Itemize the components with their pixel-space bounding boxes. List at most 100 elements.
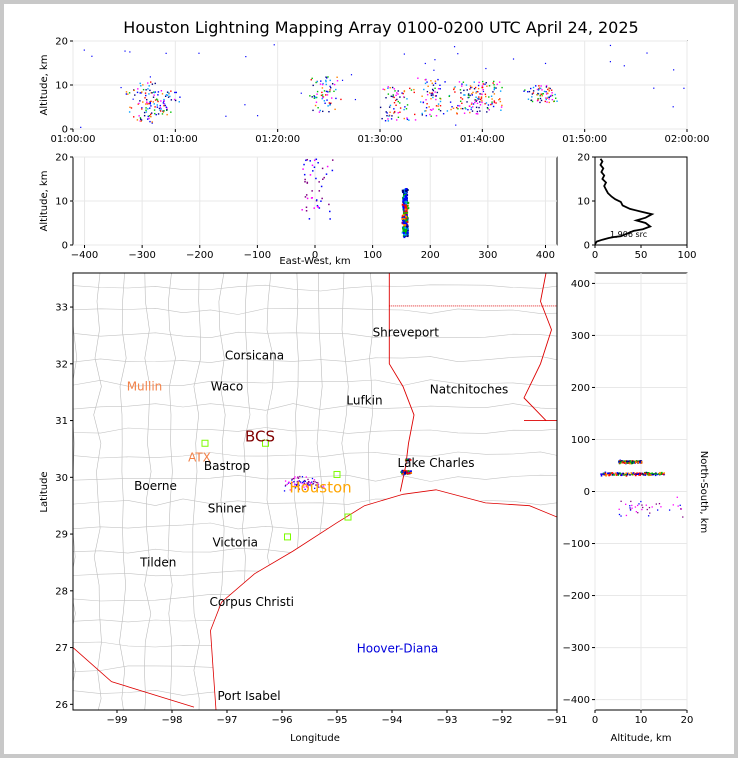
lightning-source: [309, 174, 312, 176]
lightning-source: [153, 94, 155, 96]
lightning-source: [408, 458, 411, 461]
lightning-source: [460, 107, 462, 110]
lightning-source: [407, 470, 410, 472]
lightning-source: [618, 508, 620, 510]
lightning-source: [421, 112, 423, 115]
lightning-source: [450, 108, 452, 111]
lightning-source: [640, 472, 643, 475]
lightning-source: [150, 100, 152, 103]
lightning-source: [312, 84, 314, 87]
lightning-source: [673, 69, 675, 71]
city-label: Victoria: [212, 536, 258, 550]
lightning-source: [403, 117, 405, 120]
lightning-source: [403, 202, 406, 205]
lightning-source: [284, 484, 287, 486]
lightning-source: [654, 474, 657, 477]
lightning-source: [466, 89, 468, 91]
city-labels: Shreveport Corsicana Natchitoches Mullin Wac…: [127, 326, 509, 703]
lightning-source: [633, 473, 636, 475]
lightning-source: [406, 211, 409, 214]
lightning-source: [633, 461, 636, 464]
lightning-source: [147, 82, 149, 84]
lightning-source: [405, 213, 408, 216]
lightning-source: [139, 82, 141, 85]
lightning-source: [545, 98, 547, 101]
lightning-source: [607, 472, 609, 475]
lightning-source: [393, 111, 396, 114]
lightning-source: [334, 108, 336, 111]
lightning-source: [428, 106, 430, 108]
lightning-source: [404, 198, 407, 201]
lightning-source: [652, 473, 655, 476]
lightning-source: [642, 506, 644, 509]
lightning-source: [406, 189, 409, 192]
panel-altitude-north-south: 0 10 20 −400 −300 −200 −100 0 100 200 300 400 Alti…: [563, 272, 709, 744]
x-tick-label: 50: [635, 250, 648, 261]
lightning-source: [651, 506, 653, 508]
lightning-source: [430, 80, 432, 82]
lightning-source: [83, 49, 85, 51]
lightning-source: [161, 93, 164, 95]
lightning-source: [495, 87, 497, 89]
lightning-source: [476, 99, 478, 101]
lightning-source: [493, 87, 496, 89]
lightning-source: [402, 231, 405, 234]
lightning-source: [629, 507, 631, 509]
lightning-source: [130, 107, 133, 109]
lightning-source: [402, 227, 405, 230]
lightning-source: [407, 201, 410, 204]
lightning-source: [470, 108, 472, 111]
lightning-source: [404, 106, 406, 108]
lightning-source: [166, 94, 169, 96]
lightning-source: [532, 92, 535, 94]
lightning-source: [286, 483, 288, 486]
lightning-source: [405, 187, 408, 190]
lightning-source: [634, 474, 637, 477]
lightning-source: [478, 98, 480, 100]
lightning-source: [403, 96, 405, 98]
lightning-source: [634, 473, 636, 476]
lightning-source: [548, 96, 551, 98]
lightning-source: [297, 486, 300, 488]
lightning-source: [331, 159, 334, 161]
lightning-source: [481, 93, 483, 96]
lightning-source: [394, 99, 397, 102]
lightning-source: [145, 89, 147, 91]
lightning-source: [149, 113, 152, 116]
lightning-source: [315, 96, 318, 99]
data-points: [80, 44, 685, 128]
lightning-source: [422, 101, 425, 104]
lightning-source: [406, 217, 409, 220]
x-ticks: −400 −300 −200 −100 0 100 200 300 400: [71, 245, 555, 261]
lightning-source: [604, 474, 607, 477]
lightning-source: [301, 209, 303, 211]
lightning-source: [609, 473, 612, 476]
lightning-source: [166, 108, 168, 111]
lightning-source: [404, 459, 407, 461]
lightning-source: [498, 81, 501, 83]
lightning-source: [491, 103, 493, 105]
lightning-source: [403, 108, 405, 111]
lightning-source: [636, 460, 638, 462]
x-tick-label: −96: [271, 715, 292, 726]
lightning-source: [492, 91, 494, 93]
lightning-source: [322, 95, 325, 98]
lightning-source: [403, 53, 405, 55]
lightning-source: [325, 90, 328, 93]
lightning-source: [320, 80, 322, 82]
lightning-source: [147, 115, 149, 118]
lightning-source: [404, 196, 407, 199]
lightning-source: [453, 88, 455, 91]
x-tick-label: −93: [436, 715, 457, 726]
lightning-source: [397, 93, 399, 95]
lightning-source: [403, 217, 406, 220]
lightning-source: [304, 480, 306, 482]
lightning-source: [484, 103, 486, 105]
y-tick-label: 33: [55, 303, 68, 314]
lightning-source: [313, 479, 316, 481]
lightning-source: [421, 114, 424, 116]
lightning-source: [404, 471, 407, 473]
y-tick-label: 200: [571, 383, 590, 394]
lightning-source: [331, 169, 334, 172]
lma-sensor-stations: [201, 439, 352, 541]
